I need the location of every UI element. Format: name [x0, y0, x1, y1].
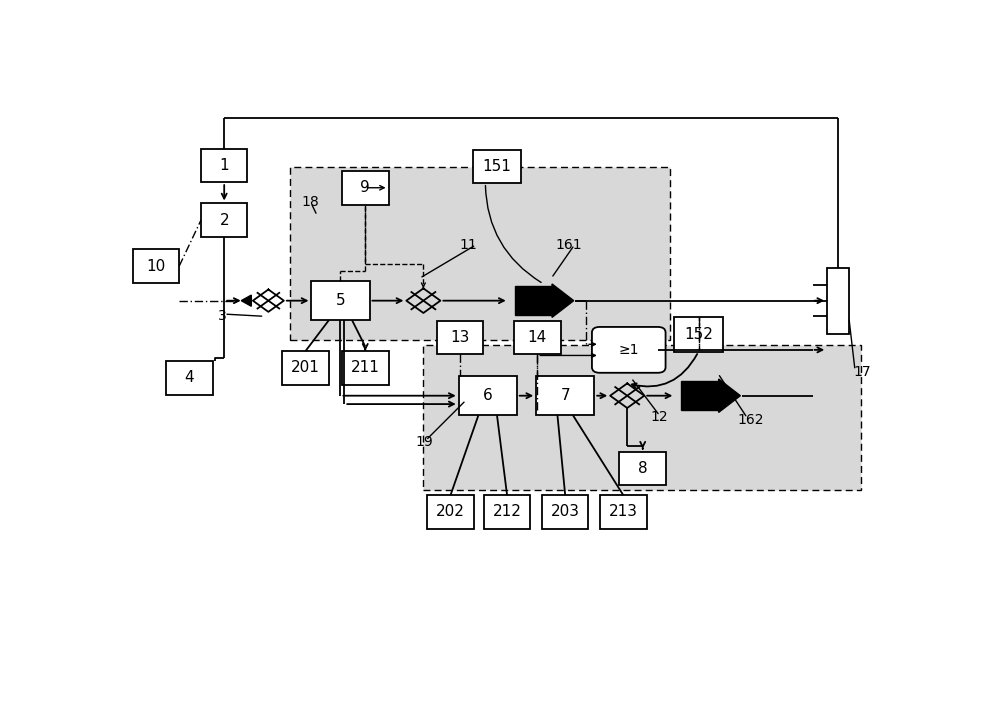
Polygon shape [552, 284, 574, 317]
Text: 10: 10 [146, 258, 166, 274]
FancyBboxPatch shape [342, 351, 388, 385]
Text: ≥1: ≥1 [618, 343, 639, 357]
FancyBboxPatch shape [536, 376, 594, 415]
Text: 18: 18 [302, 195, 319, 208]
Text: 201: 201 [291, 360, 320, 375]
FancyBboxPatch shape [427, 495, 474, 529]
Text: 3: 3 [218, 309, 227, 323]
FancyBboxPatch shape [459, 376, 517, 415]
FancyBboxPatch shape [311, 281, 370, 320]
Text: 161: 161 [555, 237, 582, 252]
FancyBboxPatch shape [290, 166, 670, 340]
Polygon shape [681, 381, 719, 410]
Polygon shape [515, 286, 552, 315]
FancyBboxPatch shape [282, 351, 329, 385]
Text: 11: 11 [460, 237, 478, 252]
Polygon shape [719, 379, 740, 412]
FancyBboxPatch shape [201, 149, 247, 182]
FancyBboxPatch shape [619, 452, 666, 485]
FancyBboxPatch shape [542, 495, 588, 529]
FancyBboxPatch shape [423, 346, 861, 489]
Text: 162: 162 [737, 413, 764, 427]
Text: 6: 6 [483, 388, 493, 403]
Text: 203: 203 [551, 505, 580, 520]
FancyBboxPatch shape [514, 321, 561, 354]
Text: 12: 12 [650, 410, 668, 424]
FancyBboxPatch shape [166, 361, 213, 395]
FancyBboxPatch shape [600, 495, 647, 529]
Text: 1: 1 [219, 158, 229, 173]
FancyBboxPatch shape [133, 249, 179, 283]
Text: 13: 13 [450, 330, 469, 345]
FancyBboxPatch shape [827, 268, 849, 334]
Text: 17: 17 [854, 365, 871, 379]
FancyBboxPatch shape [484, 495, 530, 529]
Text: 213: 213 [609, 505, 638, 520]
Polygon shape [241, 295, 251, 306]
FancyBboxPatch shape [342, 171, 388, 205]
Text: 14: 14 [528, 330, 547, 345]
Text: 19: 19 [416, 435, 433, 449]
Text: 5: 5 [336, 293, 345, 308]
Text: 9: 9 [360, 180, 370, 195]
FancyBboxPatch shape [201, 203, 247, 237]
FancyBboxPatch shape [592, 327, 666, 372]
Text: 4: 4 [185, 370, 194, 386]
Text: 7: 7 [560, 388, 570, 403]
Text: 211: 211 [351, 360, 380, 375]
Text: 2: 2 [219, 213, 229, 228]
Text: 152: 152 [684, 327, 713, 342]
Text: 8: 8 [638, 461, 648, 476]
Text: 151: 151 [483, 159, 511, 174]
Text: 202: 202 [436, 505, 465, 520]
FancyBboxPatch shape [437, 321, 483, 354]
FancyBboxPatch shape [473, 150, 521, 183]
Text: 212: 212 [493, 505, 522, 520]
FancyBboxPatch shape [674, 317, 723, 351]
